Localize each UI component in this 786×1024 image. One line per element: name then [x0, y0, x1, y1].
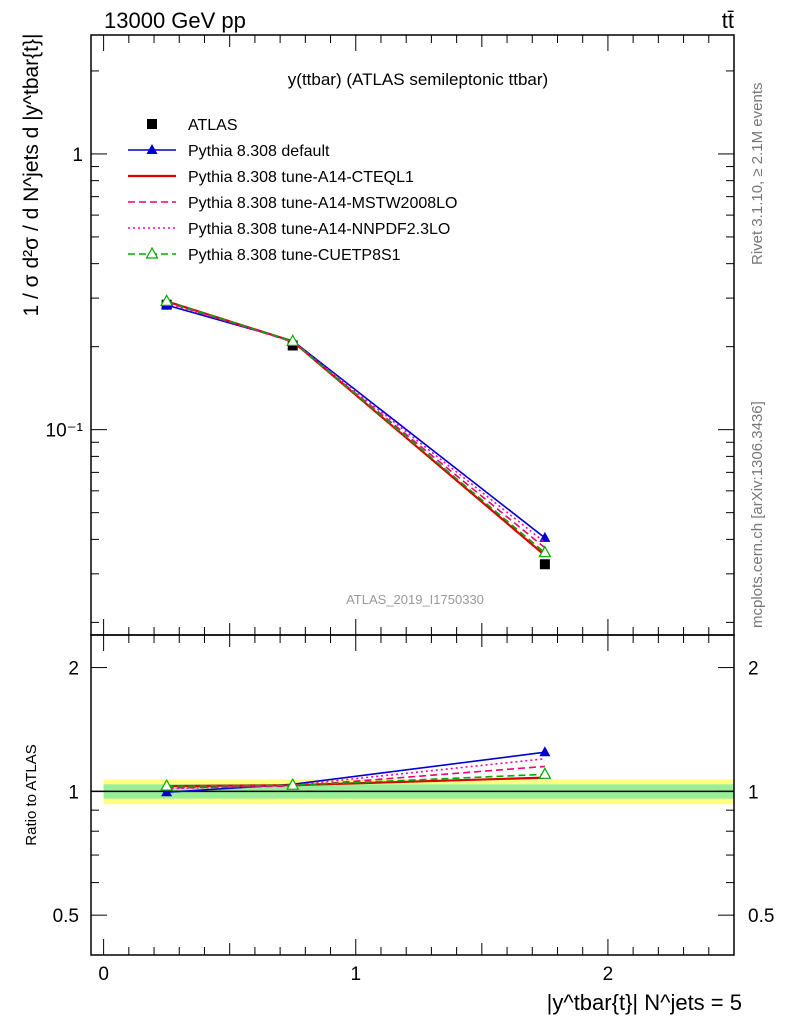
x-axis-label: |y^tbar{t}| N^jets = 5 — [547, 990, 742, 1015]
legend-marker-1 — [146, 144, 158, 154]
header-right: tt̄ — [722, 8, 734, 33]
legend-label-3: Pythia 8.308 tune-A14-MSTW2008LO — [188, 195, 457, 212]
data-point-5-0 — [160, 294, 174, 306]
mcplots-reference-text: mcplots.cern.ch [arXiv:1306.3436] — [749, 401, 766, 628]
series-line-1 — [166, 304, 546, 539]
data-point-4-1 — [286, 777, 300, 790]
x-tick-label: 2 — [603, 964, 614, 985]
x-tick-label: 1 — [350, 964, 361, 985]
analysis-label: ATLAS_2019_I1750330 — [346, 592, 484, 607]
chart-title: y(ttbar) (ATLAS semileptonic ttbar) — [288, 70, 548, 89]
data-point-0-2 — [539, 559, 550, 570]
data-point-0-2 — [539, 746, 551, 757]
header-left: 13000 GeV pp — [104, 8, 246, 33]
ratio-panel-frame — [90, 634, 735, 956]
main-y-tick-label: 10⁻¹ — [46, 421, 84, 442]
legend-label-5: Pythia 8.308 tune-CUETP8S1 — [188, 247, 401, 264]
rivet-version-text: Rivet 3.1.10, ≥ 2.1M events — [749, 83, 766, 266]
legend-label-1: Pythia 8.308 default — [188, 143, 330, 160]
data-point-4-2 — [538, 767, 552, 779]
ratio-panel: 0.5 0.5 1 1 2 2 0 1 2 Ratio to ATLAS |y^tbar{t}|… — [23, 634, 774, 1015]
x-tick-label: 0 — [98, 964, 109, 985]
series-line-3 — [166, 301, 546, 549]
data-point-5-1 — [286, 334, 300, 346]
main-panel: 10⁻¹ 1 y(ttbar) (ATLAS semileptonic ttbar… — [20, 34, 735, 636]
data-point-5-2 — [538, 545, 552, 558]
main-y-tick-label: 1 — [72, 145, 83, 166]
legend-marker-0 — [147, 119, 157, 129]
ratio-y-tick-label-right: 2 — [748, 659, 759, 680]
data-point-4-0 — [160, 778, 174, 791]
legend: ATLAS Pythia 8.308 default Pythia 8.308 tu… — [128, 117, 457, 264]
legend-label-2: Pythia 8.308 tune-A14-CTEQL1 — [188, 169, 414, 186]
data-point-1-2 — [539, 531, 551, 542]
ratio-y-axis-label: Ratio to ATLAS — [23, 744, 40, 845]
ratio-y-tick-label-right: 0.5 — [748, 906, 774, 927]
ratio-y-tick-label-right: 1 — [748, 782, 759, 803]
main-y-axis-label: 1 / σ d²σ / d N^jets d |y^tbar{t}| — [20, 34, 43, 317]
ratio-y-tick-label: 1 — [68, 782, 79, 803]
data-point-0-0 — [161, 786, 173, 797]
legend-label-0: ATLAS — [188, 117, 238, 134]
legend-marker-5 — [145, 246, 159, 259]
legend-label-4: Pythia 8.308 tune-A14-NNPDF2.3LO — [188, 221, 450, 238]
series-line-2 — [166, 300, 546, 557]
ratio-y-tick-label: 0.5 — [53, 906, 79, 927]
series-line-5 — [166, 300, 546, 554]
ratio-y-tick-label: 2 — [68, 659, 79, 680]
